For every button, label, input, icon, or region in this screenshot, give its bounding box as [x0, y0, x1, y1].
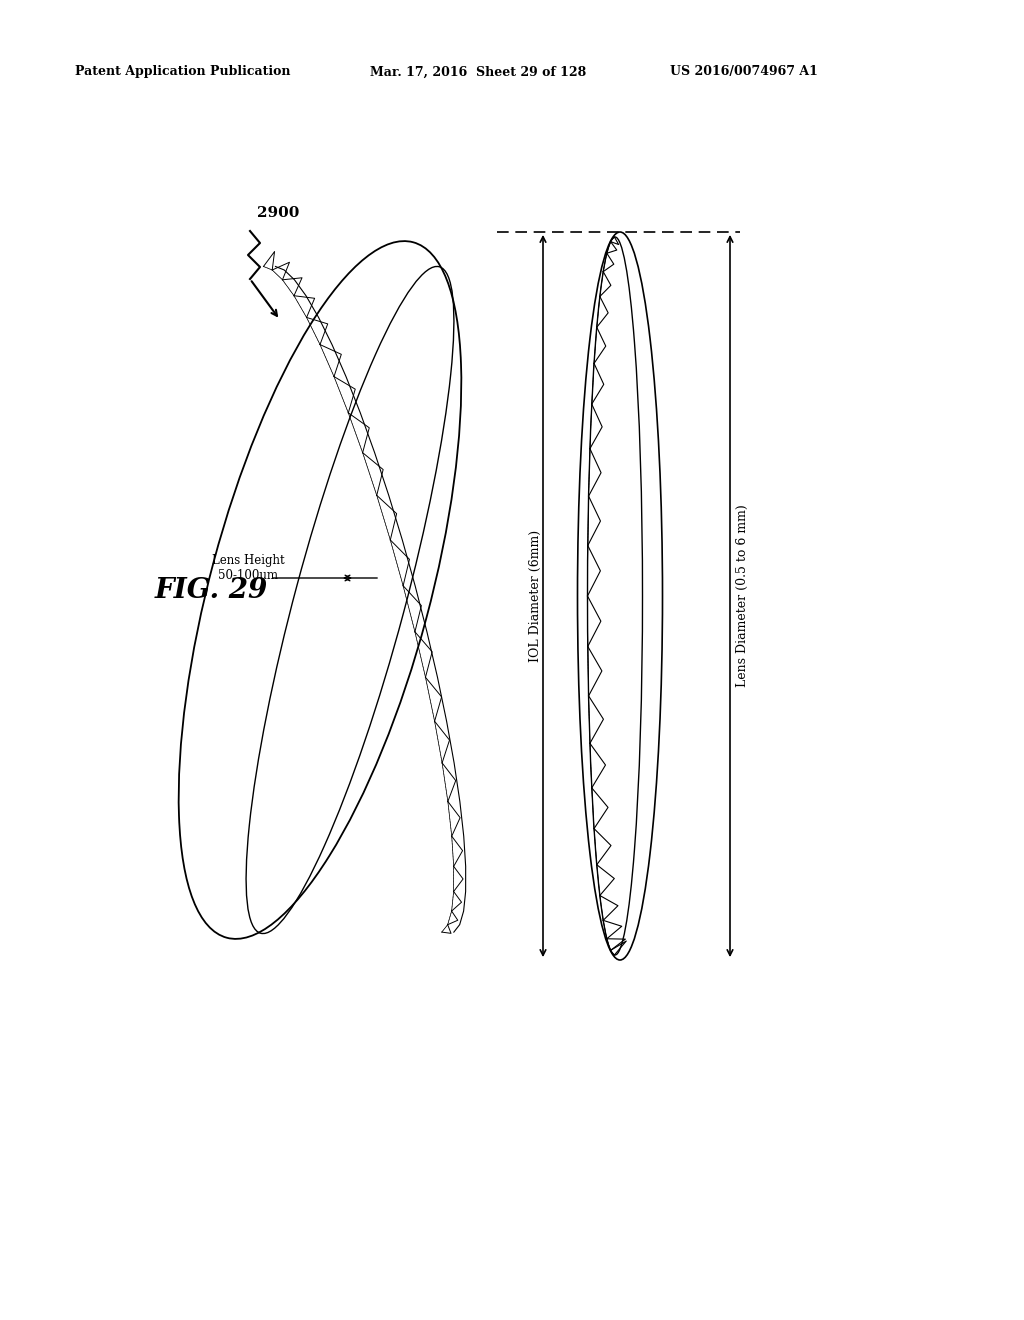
Text: FIG. 29: FIG. 29 [155, 577, 268, 603]
Text: Lens Height
50-100um: Lens Height 50-100um [212, 554, 285, 582]
Text: Patent Application Publication: Patent Application Publication [75, 66, 291, 78]
Text: Mar. 17, 2016  Sheet 29 of 128: Mar. 17, 2016 Sheet 29 of 128 [370, 66, 587, 78]
Text: 2900: 2900 [257, 206, 299, 220]
Text: Lens Diameter (0.5 to 6 mm): Lens Diameter (0.5 to 6 mm) [735, 504, 749, 688]
Text: US 2016/0074967 A1: US 2016/0074967 A1 [670, 66, 818, 78]
Text: IOL Diameter (6mm): IOL Diameter (6mm) [528, 529, 542, 663]
